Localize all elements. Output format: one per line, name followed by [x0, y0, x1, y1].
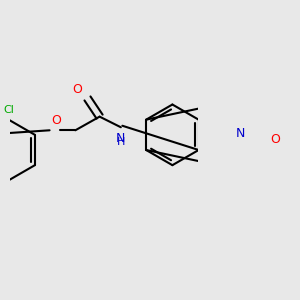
- Text: H: H: [117, 137, 125, 147]
- Text: O: O: [51, 114, 61, 128]
- Text: N: N: [236, 127, 245, 140]
- Text: O: O: [270, 133, 280, 146]
- Text: O: O: [73, 82, 82, 96]
- Text: N: N: [116, 132, 125, 145]
- Text: Cl: Cl: [3, 105, 14, 115]
